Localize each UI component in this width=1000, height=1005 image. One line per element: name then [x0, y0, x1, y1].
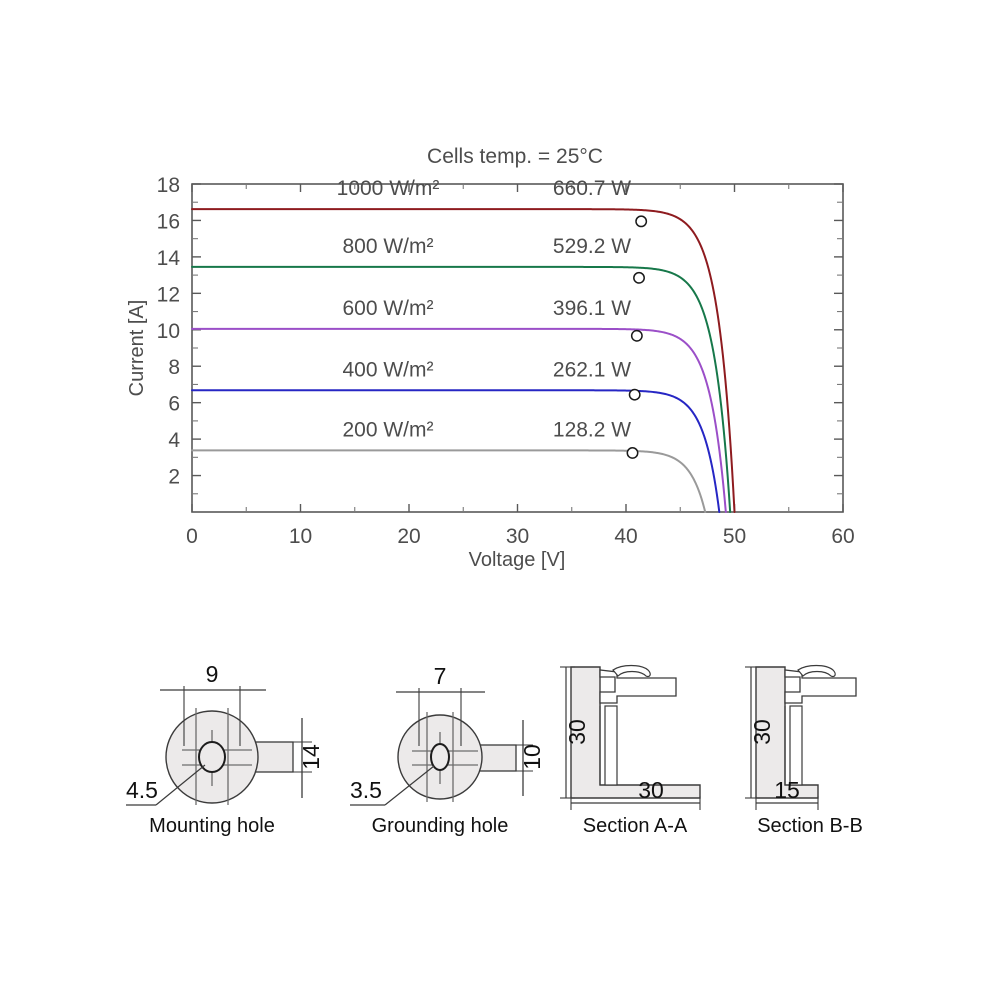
irradiance-label: 200 W/m² — [342, 418, 433, 441]
section-aa-dim-width: 30 — [638, 777, 664, 803]
power-label: 529.2 W — [553, 235, 631, 258]
mpp-marker — [630, 329, 643, 342]
mounting-inner-hole — [198, 741, 226, 773]
section-bb-dim-height: 30 — [749, 719, 775, 745]
y-tick-label: 12 — [157, 283, 180, 306]
section-bb-dim-width: 15 — [774, 777, 800, 803]
x-tick-label: 30 — [506, 525, 529, 548]
grounding-hole-detail: 7 10 3.5 Grounding hole — [350, 663, 545, 837]
section-bb-detail: 30 15 Section B-B — [745, 664, 863, 837]
curve-annotations: 1000 W/m² 660.7 W 800 W/m² 529.2 W 600 W/m² 3… — [337, 177, 632, 441]
section-aa-hook — [612, 664, 651, 678]
details-svg: 9 14 4.5 Mounting hole — [126, 661, 863, 837]
iv-curve-800 — [191, 265, 732, 513]
iv-curve-chart: Cells temp. = 25°C 0 10 20 30 40 50 60 2 4 6 8 10 1… — [126, 145, 855, 571]
irradiance-label: 600 W/m² — [342, 297, 433, 320]
section-bb-caption: Section B-B — [757, 815, 863, 837]
mounting-dim-right: 14 — [298, 744, 324, 770]
mounting-hole-detail: 9 14 4.5 Mounting hole — [126, 661, 324, 837]
section-bb-clamp-channel — [784, 669, 857, 704]
y-tick-label: 6 — [168, 393, 180, 416]
x-tick-label: 60 — [831, 525, 854, 548]
power-label: 396.1 W — [553, 297, 631, 320]
y-tick-label: 16 — [157, 210, 180, 233]
iv-curve-600 — [191, 327, 727, 513]
mpp-marker — [626, 447, 639, 459]
x-tick-label: 50 — [723, 525, 746, 548]
mechanical-details: 9 14 4.5 Mounting hole — [0, 600, 1000, 1000]
iv-curve-200 — [191, 449, 707, 513]
iv-curves — [191, 208, 736, 513]
power-label: 128.2 W — [553, 418, 631, 441]
mpp-markers — [626, 215, 648, 459]
mpp-marker — [633, 271, 645, 284]
x-tick-label: 0 — [186, 525, 198, 548]
x-tick-labels: 0 10 20 30 40 50 60 — [186, 525, 855, 548]
y-tick-labels: 2 4 6 8 10 12 14 16 18 — [157, 174, 181, 489]
chart-svg: Cells temp. = 25°C 0 10 20 30 40 50 60 2 4 6 8 10 1… — [126, 145, 855, 571]
irradiance-label: 1000 W/m² — [337, 177, 440, 200]
power-label: 660.7 W — [553, 177, 631, 200]
mounting-leader-line — [155, 764, 206, 806]
grounding-inner-hole — [430, 743, 450, 771]
y-tick-label: 14 — [157, 247, 181, 270]
y-tick-label: 18 — [157, 174, 180, 197]
section-aa-rib — [604, 705, 618, 786]
x-axis-title: Voltage [V] — [469, 549, 566, 571]
irradiance-label: 400 W/m² — [342, 358, 433, 381]
y-axis-title: Current [A] — [126, 300, 148, 397]
section-aa-dim-height: 30 — [564, 719, 590, 745]
x-tick-label: 10 — [289, 525, 312, 548]
mounting-dim-leader: 4.5 — [126, 777, 158, 803]
mpp-marker — [635, 215, 648, 228]
grounding-leader-line — [384, 765, 435, 806]
mounting-dim-top: 9 — [206, 661, 219, 687]
axis-ticks — [191, 183, 844, 512]
y-tick-label: 8 — [168, 356, 180, 379]
section-bb-hook — [797, 664, 836, 678]
mounting-hole-caption: Mounting hole — [149, 815, 275, 837]
grounding-hole-caption: Grounding hole — [372, 815, 509, 837]
x-tick-label: 40 — [614, 525, 637, 548]
iv-curve-1000 — [191, 208, 736, 513]
grounding-dim-right: 10 — [519, 744, 545, 770]
y-tick-label: 10 — [157, 320, 180, 343]
y-tick-label: 4 — [168, 429, 180, 452]
section-aa-detail: 30 30 Section A-A — [560, 664, 701, 837]
grounding-dim-leader: 3.5 — [350, 777, 382, 803]
x-tick-label: 20 — [397, 525, 420, 548]
chart-title: Cells temp. = 25°C — [427, 145, 603, 168]
y-tick-label: 2 — [168, 466, 180, 489]
section-aa-clamp-channel — [599, 669, 677, 704]
grounding-dim-top: 7 — [434, 663, 447, 689]
plot-frame — [191, 183, 844, 513]
section-aa-caption: Section A-A — [583, 815, 688, 837]
section-bb-rib — [789, 705, 803, 786]
mpp-marker — [628, 388, 641, 401]
power-label: 262.1 W — [553, 358, 631, 381]
irradiance-label: 800 W/m² — [342, 235, 433, 258]
